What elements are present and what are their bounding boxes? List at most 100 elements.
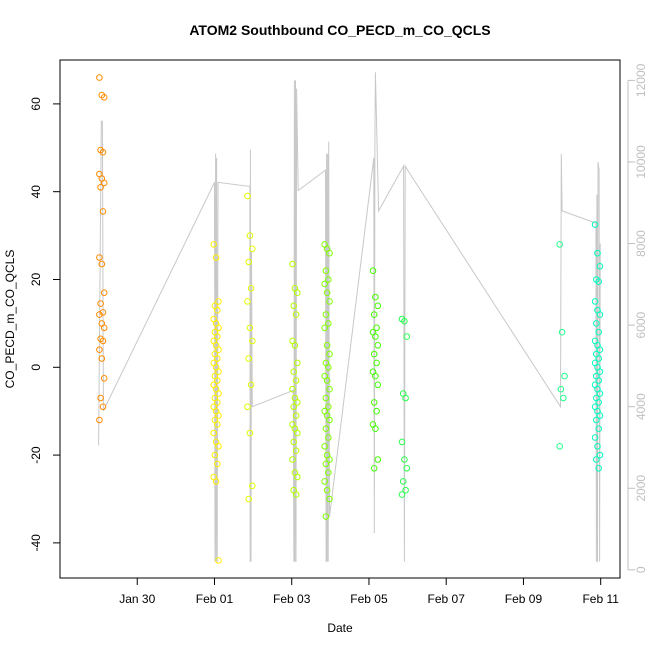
data-point <box>556 443 564 450</box>
data-point <box>560 394 567 402</box>
data-points <box>96 74 604 564</box>
y2-tick-label: 2000 <box>634 475 648 502</box>
data-point <box>326 385 333 393</box>
data-point <box>290 403 298 411</box>
y2-tick-label: 6000 <box>634 311 648 338</box>
data-point <box>596 311 604 318</box>
data-point <box>591 221 599 228</box>
data-point <box>594 249 601 257</box>
data-point <box>98 260 106 268</box>
x-tick-label: Feb 05 <box>350 592 388 606</box>
data-point <box>325 403 332 411</box>
altitude-track <box>98 72 601 562</box>
data-point <box>402 486 409 494</box>
data-point <box>215 324 222 332</box>
data-point <box>595 328 603 336</box>
x-tick-label: Feb 11 <box>582 592 619 606</box>
data-point <box>596 390 604 397</box>
y2-tick-label: 8000 <box>634 230 648 257</box>
data-point <box>214 399 221 406</box>
x-axis: Jan 30 Feb 01 Feb 03 Feb 05 Feb 07 Feb 09 Feb … <box>119 578 619 606</box>
data-point <box>290 368 298 376</box>
data-point <box>97 394 104 402</box>
data-point <box>99 309 107 316</box>
data-point <box>321 324 329 332</box>
data-point <box>323 377 331 384</box>
data-point <box>214 306 221 314</box>
data-point <box>100 94 108 101</box>
data-point <box>246 429 254 437</box>
data-point <box>326 298 333 305</box>
data-point <box>96 346 103 354</box>
data-point <box>591 434 599 441</box>
data-point <box>96 311 103 318</box>
data-point <box>372 425 379 433</box>
data-point <box>322 460 330 468</box>
data-point <box>215 368 222 376</box>
data-point <box>596 346 604 354</box>
data-point <box>214 377 221 384</box>
data-point <box>294 429 301 437</box>
data-point <box>100 324 108 332</box>
data-point <box>210 429 217 437</box>
data-point <box>215 346 222 354</box>
data-point <box>292 412 300 419</box>
data-point <box>323 289 331 297</box>
data-point <box>97 184 104 191</box>
y-axis: -40 -20 0 20 40 60 <box>29 97 60 552</box>
data-point <box>321 478 329 485</box>
data-point <box>399 478 407 485</box>
data-point <box>215 443 222 450</box>
data-point <box>322 311 330 318</box>
data-point <box>401 456 408 463</box>
data-point <box>370 311 378 318</box>
data-point <box>321 280 329 288</box>
data-point <box>595 399 603 406</box>
data-point <box>247 381 255 389</box>
y-tick-label: 20 <box>29 272 43 286</box>
data-point <box>370 465 378 472</box>
data-point <box>326 249 333 257</box>
data-point <box>244 298 251 305</box>
data-point <box>99 148 107 156</box>
x-axis-label: Date <box>327 621 353 635</box>
data-point <box>591 298 599 305</box>
data-point <box>289 260 296 268</box>
data-point <box>99 403 107 411</box>
data-point <box>593 416 600 424</box>
y2-axis: 0 2000 4000 6000 8000 10000 12000 <box>627 63 648 573</box>
y-tick-label: -20 <box>29 446 43 464</box>
y2-tick-label: 0 <box>634 566 648 573</box>
data-point <box>210 241 217 248</box>
data-point <box>249 482 256 490</box>
data-point <box>596 451 604 459</box>
data-point <box>96 416 103 424</box>
data-point <box>215 298 222 305</box>
data-point <box>321 443 329 450</box>
data-point <box>595 465 603 472</box>
data-point <box>398 438 406 446</box>
data-point <box>292 447 300 455</box>
data-point <box>96 254 103 261</box>
altitude-line <box>98 72 601 562</box>
data-point <box>325 469 332 476</box>
data-point <box>211 451 219 459</box>
y2-tick-label: 10000 <box>634 145 648 179</box>
data-point <box>561 372 568 380</box>
data-point <box>294 359 301 367</box>
data-point <box>326 456 333 463</box>
x-tick-label: Feb 01 <box>196 592 234 606</box>
data-point <box>291 342 299 349</box>
data-point <box>323 342 331 349</box>
data-point <box>214 333 221 340</box>
data-point <box>290 438 298 446</box>
data-point <box>212 254 220 261</box>
data-point <box>246 232 254 239</box>
data-point <box>215 390 222 397</box>
data-point <box>322 394 330 402</box>
data-point <box>100 289 108 297</box>
data-point <box>595 355 603 362</box>
x-tick-label: Feb 03 <box>273 592 311 606</box>
data-point <box>325 276 332 283</box>
